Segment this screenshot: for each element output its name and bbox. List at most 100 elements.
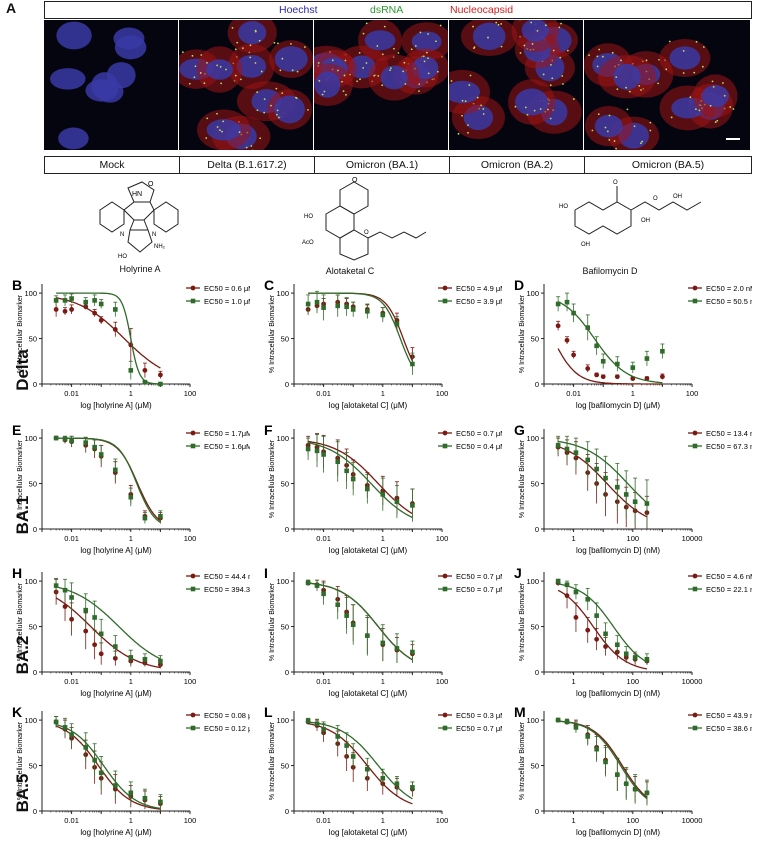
fit-curve-2 bbox=[56, 292, 161, 385]
holyrine-a-structure: O HN N N NH₂ HO bbox=[99, 181, 179, 260]
data-point bbox=[623, 781, 629, 787]
nucleus bbox=[449, 80, 481, 104]
dsrna-dot bbox=[383, 25, 386, 28]
y-axis-label: % Intracellular Biomarker bbox=[269, 294, 276, 373]
fit-curve-1 bbox=[557, 348, 663, 385]
dsrna-dot bbox=[403, 61, 406, 64]
caption-ba5: Omicron (BA.5) bbox=[585, 157, 751, 173]
dsrna-dot bbox=[613, 140, 616, 142]
data-point bbox=[69, 616, 74, 622]
data-point bbox=[632, 786, 638, 792]
dsrna-dot bbox=[480, 104, 482, 107]
data-point bbox=[603, 644, 608, 649]
data-point bbox=[305, 580, 311, 586]
data-point bbox=[344, 304, 349, 310]
data-point bbox=[62, 587, 68, 593]
dsrna-dot bbox=[277, 42, 279, 45]
dsrna-dot bbox=[331, 59, 334, 62]
dsrna-dot bbox=[321, 93, 324, 96]
svg-text:O: O bbox=[352, 177, 358, 184]
dsrna-dot bbox=[546, 108, 549, 111]
data-point bbox=[92, 615, 97, 620]
dsrna-dot bbox=[216, 126, 219, 128]
dsrna-dot bbox=[376, 45, 379, 47]
data-point bbox=[314, 299, 320, 305]
data-point bbox=[69, 296, 74, 301]
data-point bbox=[350, 622, 356, 628]
nucleus bbox=[206, 119, 241, 141]
y-tick-label: 50 bbox=[531, 623, 539, 632]
dsrna-dot bbox=[234, 74, 237, 77]
panel-letter: I bbox=[264, 565, 268, 581]
legend-entry: EC50 = 22.1 nM bbox=[706, 585, 752, 594]
x-tick-label: 1 bbox=[572, 816, 576, 825]
data-point bbox=[158, 372, 163, 378]
nucleus bbox=[114, 35, 147, 60]
data-point bbox=[564, 337, 570, 343]
y-tick-label: 100 bbox=[276, 289, 289, 298]
dsrna-dot bbox=[701, 65, 704, 68]
dsrna-dot bbox=[362, 66, 365, 69]
data-point bbox=[615, 361, 620, 367]
data-point bbox=[53, 583, 59, 588]
dsrna-dot bbox=[216, 112, 218, 115]
data-point bbox=[644, 376, 650, 381]
x-tick-label: 0.01 bbox=[316, 534, 331, 543]
caption-mock: Mock bbox=[45, 157, 180, 173]
dsrna-dot bbox=[323, 90, 326, 93]
legend-marker bbox=[190, 430, 196, 436]
legend-marker bbox=[692, 285, 698, 291]
y-tick-label: 50 bbox=[29, 762, 37, 771]
data-point bbox=[92, 757, 97, 763]
caption-delta: Delta (B.1.617.2) bbox=[180, 157, 315, 173]
fit-curve-2 bbox=[308, 582, 413, 661]
dsrna-dot bbox=[427, 72, 430, 75]
nucleus bbox=[274, 46, 308, 72]
dsrna-dot bbox=[206, 117, 209, 120]
legend-marker bbox=[442, 586, 448, 592]
x-tick-label: 1 bbox=[631, 389, 635, 398]
x-axis-label: log [alotaketal C] (μM) bbox=[329, 689, 408, 698]
dsrna-dot bbox=[560, 22, 562, 25]
data-point bbox=[594, 746, 599, 752]
dsrna-dot bbox=[435, 40, 437, 43]
dsrna-dot bbox=[404, 83, 407, 85]
data-point bbox=[660, 374, 665, 380]
dsrna-dot bbox=[606, 130, 609, 133]
data-point bbox=[394, 646, 400, 651]
dsrna-dot bbox=[457, 132, 460, 135]
dsrna-dot bbox=[645, 59, 648, 62]
dsrna-dot bbox=[608, 114, 611, 117]
dsrna-dot bbox=[381, 84, 384, 87]
dsrna-dot bbox=[254, 30, 257, 33]
micrograph-3 bbox=[314, 20, 448, 150]
legend-entry: EC50 = 4.9 μM bbox=[456, 284, 502, 293]
dsrna-dot bbox=[296, 70, 299, 73]
panel-letter: K bbox=[12, 704, 22, 720]
fit-curve-2 bbox=[308, 442, 413, 519]
x-tick-label: 100 bbox=[627, 534, 640, 543]
chart-g: G 0 50 100 1 100 10000 log [bafilomycin D] (nM)… bbox=[514, 422, 752, 555]
nucleus bbox=[411, 31, 442, 52]
data-point bbox=[142, 515, 148, 521]
dsrna-dot bbox=[216, 64, 219, 67]
legend-entry: EC50 = 43.9 nM bbox=[706, 711, 752, 720]
dsrna-dot bbox=[468, 84, 471, 86]
dsrna-dot bbox=[476, 96, 479, 99]
dsrna-dot bbox=[539, 108, 542, 110]
x-tick-label: 1 bbox=[129, 816, 133, 825]
dsrna-dot bbox=[596, 65, 599, 68]
legend-marker bbox=[692, 586, 698, 592]
dsrna-dot bbox=[422, 55, 425, 58]
data-point bbox=[571, 352, 576, 358]
dsrna-dot bbox=[362, 32, 365, 35]
x-axis-label: log [bafilomycin D] (nM) bbox=[576, 546, 660, 555]
data-point bbox=[92, 298, 97, 303]
data-point bbox=[113, 467, 118, 473]
y-tick-label: 100 bbox=[24, 716, 37, 725]
data-point bbox=[564, 299, 570, 305]
dsrna-dot bbox=[526, 113, 529, 116]
y-axis-label: % Intracellular Biomarker bbox=[269, 439, 276, 518]
y-tick-label: 100 bbox=[276, 434, 289, 443]
y-tick-label: 50 bbox=[281, 623, 289, 632]
